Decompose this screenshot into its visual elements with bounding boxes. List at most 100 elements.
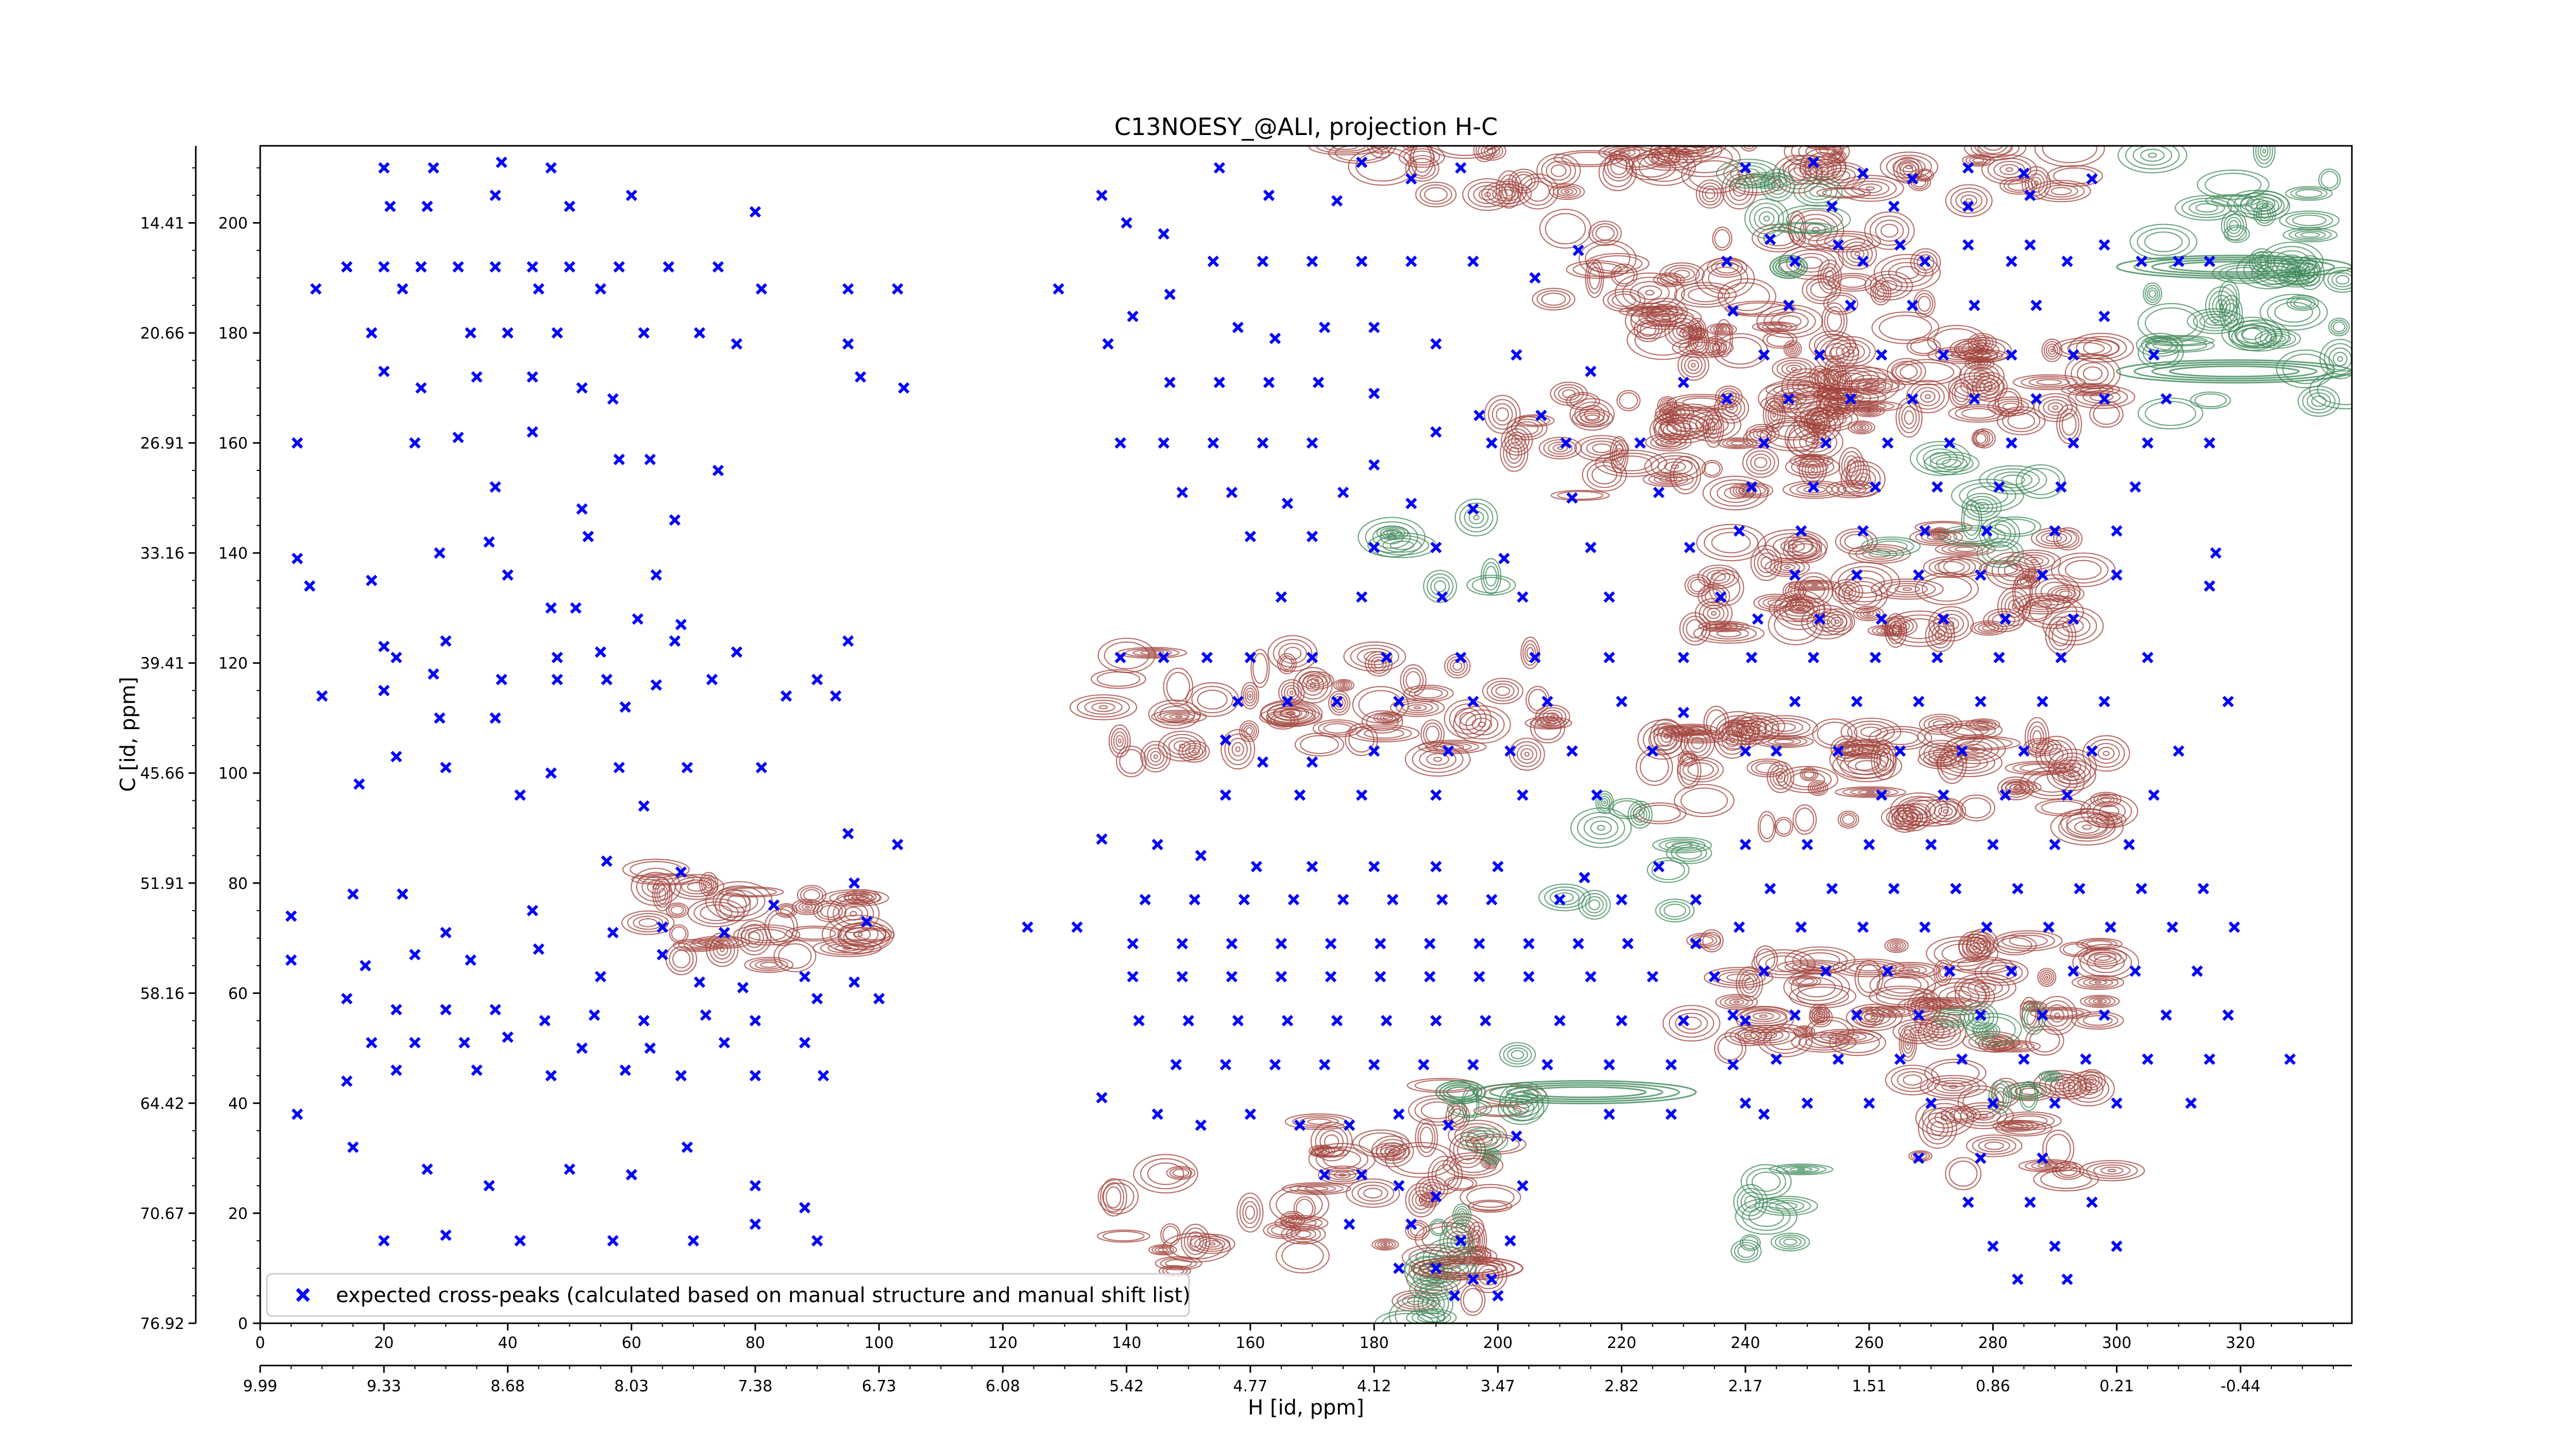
contour-ring <box>1853 423 1870 432</box>
cross-peak-marker <box>2030 299 2042 311</box>
contour-ring <box>2032 730 2042 745</box>
cross-peak-marker <box>452 261 464 273</box>
contour-ring <box>1536 290 1571 309</box>
contour-ring <box>1315 1146 1368 1172</box>
contour-ring <box>1976 1024 1998 1037</box>
cross-peak-marker <box>749 1015 761 1026</box>
contour-ring <box>1274 715 1292 726</box>
contour-ring <box>1480 558 1502 595</box>
contour-ring <box>1859 426 1864 429</box>
cross-peak-marker <box>2111 1097 2123 1109</box>
contour-ring <box>1703 528 1759 558</box>
contour-ring <box>1779 564 1795 571</box>
cross-peak-marker <box>1467 696 1479 707</box>
cross-peak-marker <box>1467 256 1479 267</box>
contour-ring <box>1809 365 1831 390</box>
contour-ring <box>1676 146 1733 174</box>
cross-peak-marker <box>347 1141 359 1153</box>
contour-ring <box>1821 302 1848 340</box>
contour-ring <box>1091 669 1146 689</box>
cross-peak-marker <box>650 569 662 581</box>
contour-ring <box>1697 564 1740 589</box>
cross-peak-marker <box>861 916 873 928</box>
contour-ring <box>1978 624 1999 633</box>
cross-peak-marker <box>1677 651 1689 664</box>
cross-peak-marker <box>1368 459 1380 471</box>
cross-peak-marker <box>749 206 761 218</box>
contour-ring <box>1166 1166 1196 1180</box>
cross-peak-marker <box>1585 365 1597 377</box>
cross-peak-marker <box>2204 437 2215 449</box>
contour-ring <box>1985 1029 1989 1032</box>
contour-ring <box>2038 396 2073 419</box>
cross-peak-marker <box>1219 789 1231 801</box>
x-ppm-tick-label: -0.44 <box>2221 1377 2261 1395</box>
contour-ring <box>1756 430 1769 438</box>
x-ppm-tick-label: 8.03 <box>614 1377 649 1395</box>
contour-ring <box>1774 1234 1806 1250</box>
cross-peak-marker <box>471 1064 483 1076</box>
contour-ring <box>1822 399 1855 420</box>
contour-ring <box>1584 408 1600 420</box>
contour-ring <box>1891 361 1922 382</box>
cross-peak-marker <box>706 673 718 685</box>
contour-ring <box>1933 610 1969 638</box>
contour-ring <box>1768 604 1824 646</box>
cross-peak-marker <box>1127 971 1139 983</box>
cross-peak-marker <box>1182 1015 1194 1026</box>
contour-ring <box>1725 174 1754 206</box>
contour-ring <box>1955 191 1982 210</box>
cross-peak-marker <box>1677 377 1689 389</box>
contour-ring <box>754 960 783 970</box>
contour-ring <box>2043 1164 2052 1167</box>
contour-ring <box>1432 743 1472 751</box>
contour-ring <box>1357 648 1393 666</box>
cross-peak-marker <box>2067 349 2079 361</box>
contour-ring <box>1832 749 1903 782</box>
contour-ring <box>1977 146 2013 156</box>
cross-peak-marker <box>1306 437 1318 449</box>
contour-ring <box>1499 1042 1536 1067</box>
cross-peak-marker <box>366 1037 378 1049</box>
contour-ring <box>1835 1032 1880 1053</box>
cross-peak-marker <box>1281 696 1294 707</box>
contour-ring <box>1792 543 1818 558</box>
contour-ring <box>1778 1236 1802 1248</box>
cross-peak-marker <box>545 767 557 779</box>
cross-peak-marker <box>613 762 625 773</box>
contour-ring <box>1986 965 2017 981</box>
contour-ring <box>2080 1071 2103 1091</box>
contour-ring <box>1887 358 1926 385</box>
contour-ring <box>1778 245 1844 280</box>
contour-ring <box>2132 146 2173 166</box>
contour-ring <box>1169 1167 1193 1178</box>
contour-ring <box>1735 1198 1798 1235</box>
contour-ring <box>1969 156 1988 164</box>
cross-peak-marker <box>1975 1009 1987 1021</box>
contour-ring <box>1794 581 1836 590</box>
contour-ring <box>1795 807 1815 832</box>
contour-ring <box>2152 340 2208 351</box>
contour-ring <box>705 881 773 921</box>
contour-ring <box>1738 172 1794 189</box>
cross-peak-marker <box>1393 696 1405 707</box>
contour-ring <box>2041 1071 2061 1081</box>
contour-ring <box>1874 541 1908 552</box>
contour-ring <box>1454 1206 1470 1225</box>
cross-peak-marker <box>2055 481 2067 493</box>
contour-ring <box>1757 811 1776 843</box>
contour-ring <box>1984 1141 2005 1150</box>
cross-peak-marker <box>465 954 477 966</box>
contour-ring <box>820 941 874 955</box>
contour-ring <box>1363 1188 1383 1199</box>
contour-ring <box>668 904 687 917</box>
cross-peak-marker <box>650 679 662 691</box>
contour-ring <box>1965 1134 2023 1157</box>
contour-ring <box>1934 1001 1958 1006</box>
contour-ring <box>1640 309 1665 314</box>
contour-ring <box>1933 1026 1951 1039</box>
y-ppm-tick-label: 76.92 <box>140 1315 184 1333</box>
contour-ring <box>1836 375 1849 389</box>
cross-peak-marker <box>341 261 353 273</box>
contour-ring <box>1725 733 1739 747</box>
